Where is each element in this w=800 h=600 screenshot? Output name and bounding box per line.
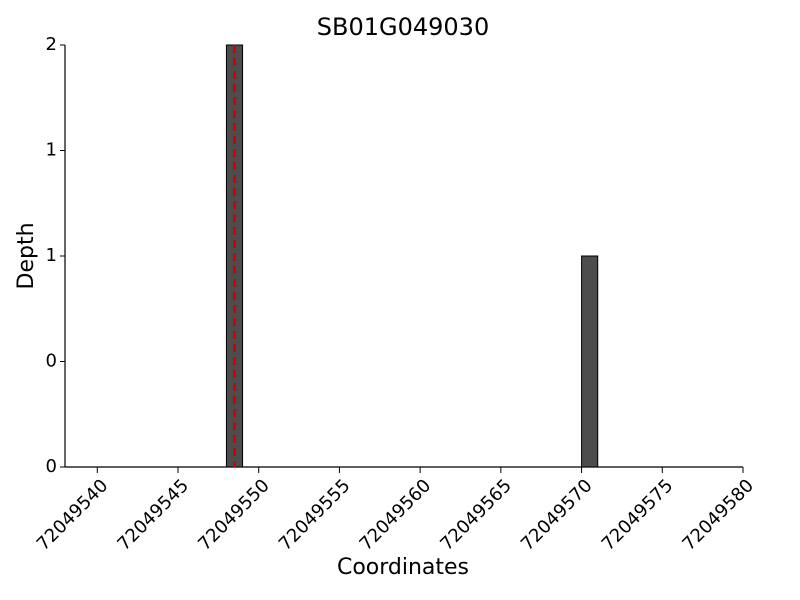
y-axis-label: Depth	[14, 222, 39, 289]
x-tick-label: 72049565	[436, 475, 516, 555]
y-tick-label: 0	[46, 351, 57, 372]
y-tick-label: 0	[46, 456, 57, 477]
x-tick-label: 72049575	[598, 475, 678, 555]
y-tick-label: 1	[46, 140, 57, 161]
x-tick-label: 72049540	[33, 475, 113, 555]
y-tick-label: 1	[46, 245, 57, 266]
bar	[581, 255, 599, 468]
x-tick-label: 72049555	[275, 475, 355, 555]
x-tick-label: 72049550	[194, 475, 274, 555]
x-tick-label: 72049580	[678, 475, 758, 555]
x-tick-label: 72049570	[517, 475, 597, 555]
y-tick-label: 2	[46, 34, 57, 55]
x-axis-label: Coordinates	[337, 555, 469, 580]
chart-title: SB01G049030	[317, 13, 489, 41]
x-tick-label: 72049560	[356, 475, 436, 555]
x-tick-label: 72049545	[113, 475, 193, 555]
